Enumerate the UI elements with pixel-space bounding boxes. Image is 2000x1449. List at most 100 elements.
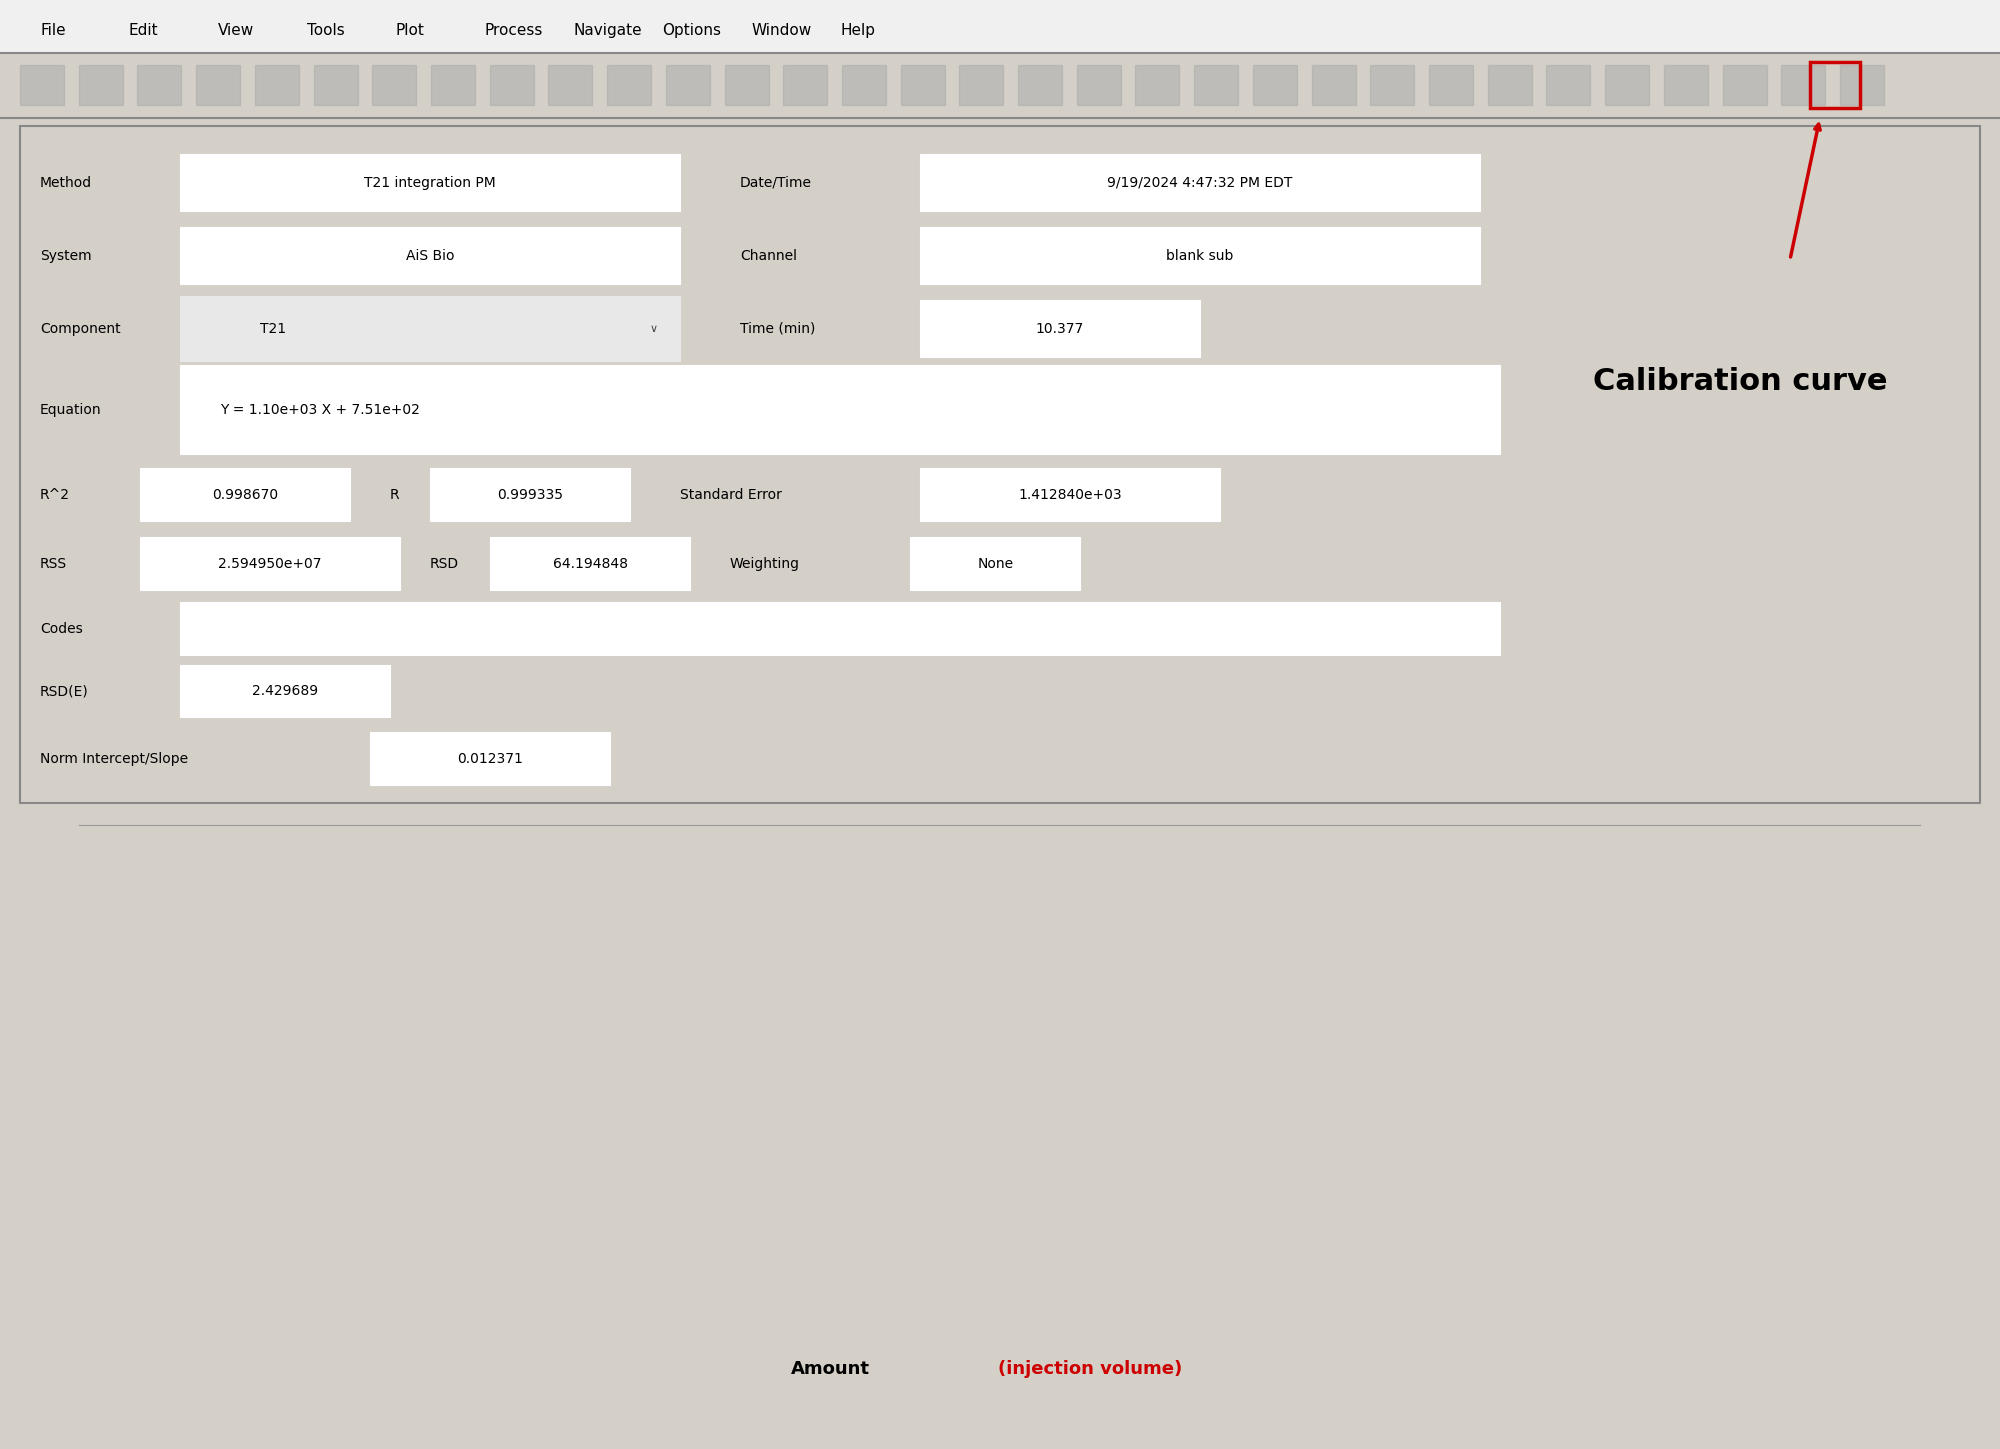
Bar bbox=[180, 665, 390, 717]
Bar bbox=[490, 538, 690, 590]
Text: Equation: Equation bbox=[40, 403, 102, 417]
Text: View: View bbox=[218, 23, 254, 38]
Text: 1.412840e+03: 1.412840e+03 bbox=[1018, 488, 1122, 501]
Text: Date/Time: Date/Time bbox=[740, 175, 812, 190]
Bar bbox=[370, 732, 610, 785]
Text: Norm Intercept/Slope: Norm Intercept/Slope bbox=[40, 752, 188, 765]
Text: Standard Error: Standard Error bbox=[680, 488, 782, 501]
Text: 2.594950e+07: 2.594950e+07 bbox=[218, 556, 322, 571]
Bar bbox=[920, 468, 1220, 522]
Bar bbox=[20, 126, 1980, 803]
Text: Amount: Amount bbox=[790, 1361, 870, 1378]
Bar bbox=[138, 65, 182, 106]
Bar bbox=[920, 154, 1480, 212]
Text: v: v bbox=[90, 1352, 100, 1371]
Point bbox=[964, 1137, 996, 1161]
Bar bbox=[430, 468, 630, 522]
Text: Tools: Tools bbox=[306, 23, 344, 38]
Bar bbox=[1664, 65, 1708, 106]
Bar bbox=[910, 538, 1080, 590]
Bar bbox=[180, 603, 1500, 655]
Text: 0.998670: 0.998670 bbox=[212, 488, 278, 501]
Bar bbox=[608, 65, 652, 106]
Text: ^: ^ bbox=[90, 890, 106, 909]
Text: (injection volume): (injection volume) bbox=[998, 1361, 1182, 1378]
Bar bbox=[1194, 65, 1238, 106]
Text: Area: Area bbox=[200, 1110, 218, 1151]
Bar bbox=[0, 0, 2000, 52]
Bar bbox=[1430, 65, 1474, 106]
Bar bbox=[116, 1039, 172, 1222]
Text: Y = 1.10e+03 X + 7.51e+02: Y = 1.10e+03 X + 7.51e+02 bbox=[220, 403, 420, 417]
Bar bbox=[1136, 65, 1180, 106]
Bar bbox=[1488, 65, 1532, 106]
Bar bbox=[314, 65, 358, 106]
Point bbox=[340, 1333, 372, 1356]
Bar bbox=[1840, 65, 1884, 106]
Bar bbox=[20, 65, 64, 106]
Text: Component: Component bbox=[40, 322, 120, 336]
Text: RSD: RSD bbox=[430, 556, 460, 571]
Bar bbox=[180, 154, 680, 212]
Text: RSD(E): RSD(E) bbox=[40, 684, 88, 698]
Bar bbox=[842, 65, 886, 106]
Bar bbox=[1370, 65, 1414, 106]
Point bbox=[1744, 922, 1776, 945]
Bar bbox=[78, 65, 122, 106]
Text: Codes: Codes bbox=[40, 622, 82, 636]
Bar bbox=[372, 65, 416, 106]
Bar bbox=[1312, 65, 1356, 106]
Bar bbox=[430, 65, 474, 106]
Bar bbox=[1810, 62, 1860, 107]
Text: 2.429689: 2.429689 bbox=[252, 684, 318, 698]
Text: Time (min): Time (min) bbox=[740, 322, 816, 336]
Bar bbox=[140, 468, 350, 522]
Bar bbox=[1252, 65, 1296, 106]
Text: RSS: RSS bbox=[40, 556, 68, 571]
Bar bbox=[1076, 65, 1120, 106]
Text: Weighting: Weighting bbox=[730, 556, 800, 571]
Bar bbox=[180, 296, 680, 361]
Bar bbox=[180, 365, 1500, 455]
Point bbox=[1354, 1011, 1386, 1035]
Text: Window: Window bbox=[752, 23, 812, 38]
Point bbox=[1744, 901, 1776, 924]
Text: System: System bbox=[40, 249, 92, 262]
Point bbox=[1354, 1027, 1386, 1051]
Text: T21: T21 bbox=[260, 322, 286, 336]
Point bbox=[964, 1126, 996, 1149]
Text: Options: Options bbox=[662, 23, 722, 38]
Bar bbox=[196, 65, 240, 106]
Bar bbox=[254, 65, 298, 106]
Text: 64.194848: 64.194848 bbox=[552, 556, 628, 571]
Text: File: File bbox=[40, 23, 66, 38]
Text: ∨: ∨ bbox=[650, 323, 658, 333]
Bar bbox=[960, 65, 1004, 106]
Bar bbox=[1606, 65, 1650, 106]
Text: T21 integration PM: T21 integration PM bbox=[364, 175, 496, 190]
Bar bbox=[490, 65, 534, 106]
Bar bbox=[1722, 65, 1766, 106]
Bar bbox=[724, 65, 768, 106]
Bar bbox=[0, 117, 2000, 811]
Bar bbox=[0, 52, 2000, 117]
Text: Calibration curve: Calibration curve bbox=[1592, 367, 1888, 396]
Point bbox=[574, 1256, 606, 1279]
Bar bbox=[548, 65, 592, 106]
Text: blank sub: blank sub bbox=[1166, 249, 1234, 262]
Text: Edit: Edit bbox=[128, 23, 158, 38]
Bar bbox=[666, 65, 710, 106]
Text: Navigate: Navigate bbox=[574, 23, 642, 38]
Bar bbox=[1782, 65, 1826, 106]
Text: 0.999335: 0.999335 bbox=[496, 488, 564, 501]
Text: 9/19/2024 4:47:32 PM EDT: 9/19/2024 4:47:32 PM EDT bbox=[1108, 175, 1292, 190]
Bar bbox=[180, 227, 680, 284]
Text: R: R bbox=[390, 488, 400, 501]
Bar bbox=[1546, 65, 1590, 106]
Text: 10.377: 10.377 bbox=[1036, 322, 1084, 336]
Text: AiS Bio: AiS Bio bbox=[406, 249, 454, 262]
Text: R^2: R^2 bbox=[40, 488, 70, 501]
Text: Plot: Plot bbox=[396, 23, 424, 38]
Text: Process: Process bbox=[484, 23, 542, 38]
Bar bbox=[784, 65, 828, 106]
